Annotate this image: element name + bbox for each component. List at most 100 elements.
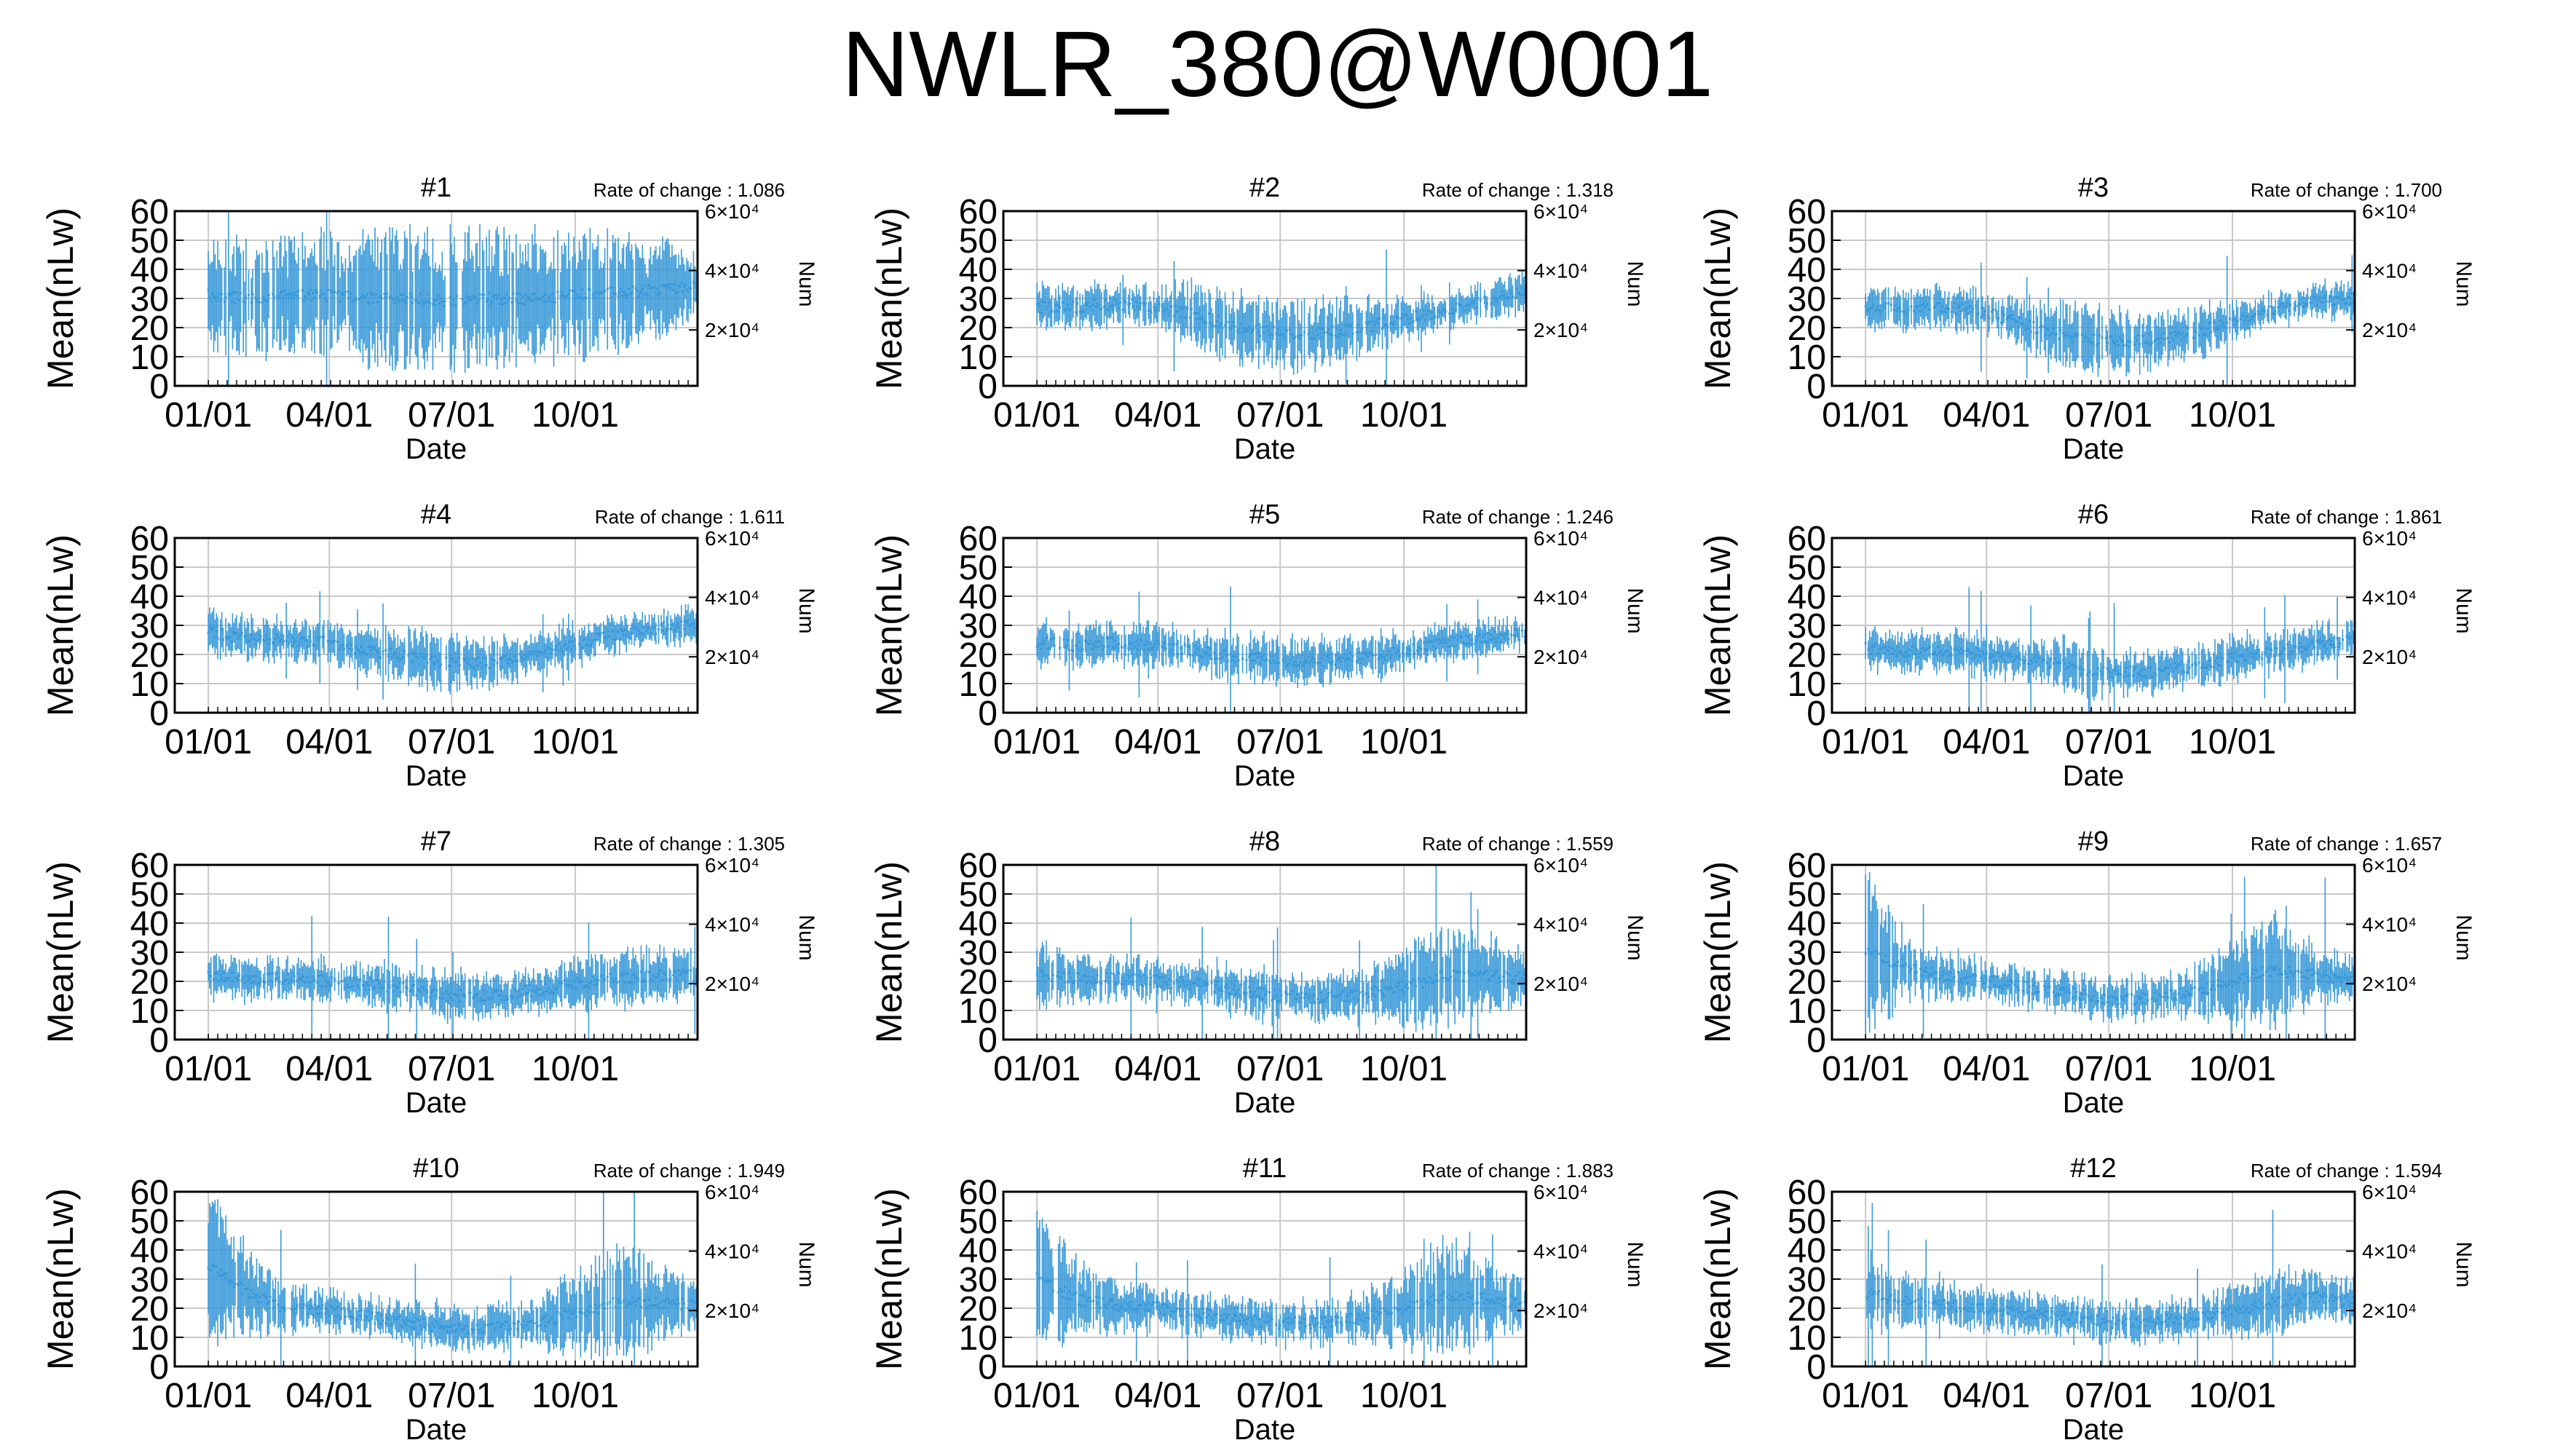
data-point	[1357, 651, 1359, 654]
data-point	[684, 619, 687, 622]
data-point	[2218, 663, 2221, 666]
data-point	[2147, 342, 2149, 345]
data-point	[1237, 659, 1240, 662]
data-point	[532, 985, 535, 988]
data-point	[2156, 337, 2159, 340]
data-point	[1330, 333, 1332, 336]
data-point	[613, 292, 616, 295]
data-point	[1154, 642, 1157, 645]
data-point	[421, 986, 424, 989]
data-point	[532, 298, 535, 301]
data-point	[497, 994, 500, 997]
data-point	[2118, 672, 2121, 675]
data-point	[1318, 326, 1321, 329]
data-point	[383, 980, 386, 983]
y-tick-label: 0	[149, 368, 169, 406]
data-point	[438, 997, 441, 1000]
data-point	[2166, 666, 2169, 669]
data-point	[304, 639, 307, 642]
data-point	[1137, 648, 1140, 651]
data-point	[636, 289, 639, 292]
data-point	[609, 636, 612, 638]
data-point	[1105, 636, 1108, 639]
data-point	[1248, 325, 1251, 328]
data-point	[564, 295, 567, 298]
data-point	[1915, 306, 1918, 309]
data-point	[1881, 646, 1884, 649]
data-point	[1320, 336, 1323, 339]
data-point	[1175, 309, 1178, 312]
data-point	[1359, 330, 1362, 333]
data-point	[323, 292, 325, 295]
data-point	[481, 666, 484, 669]
data-point	[2169, 331, 2172, 334]
data-point	[1905, 651, 1908, 654]
data-point	[356, 984, 359, 987]
data-point	[547, 986, 550, 989]
data-point	[1471, 643, 1474, 646]
data-point	[504, 654, 507, 657]
data-point	[2223, 325, 2226, 328]
data-point	[2199, 325, 2202, 328]
data-point	[491, 991, 494, 994]
data-point	[1231, 325, 1233, 328]
data-point	[2088, 341, 2090, 344]
data-point	[1417, 646, 1420, 649]
data-point	[1201, 656, 1204, 659]
data-point	[1232, 321, 1235, 324]
data-point	[2153, 340, 2156, 343]
data-point	[687, 619, 690, 622]
data-point	[1914, 652, 1916, 655]
data-point	[450, 304, 453, 306]
data-point	[1426, 309, 1429, 312]
data-point	[571, 986, 574, 989]
data-point	[1962, 309, 1965, 312]
data-point	[301, 636, 304, 639]
data-point	[1048, 646, 1051, 649]
data-point	[2336, 296, 2339, 298]
data-point	[2253, 314, 2256, 317]
data-point	[376, 978, 379, 981]
data-point	[1267, 329, 1270, 332]
data-point	[475, 992, 478, 995]
data-point	[526, 992, 529, 994]
data-point	[583, 638, 586, 641]
data-point	[413, 984, 416, 986]
data-point	[2034, 655, 2037, 658]
data-point	[332, 290, 335, 293]
data-point	[528, 984, 531, 986]
data-point	[1884, 302, 1887, 305]
data-point	[622, 633, 625, 636]
data-point	[2028, 663, 2031, 666]
data-point	[470, 665, 473, 668]
data-point	[2059, 328, 2062, 331]
data-point	[2258, 313, 2261, 316]
data-point	[363, 296, 366, 298]
data-point	[1507, 638, 1510, 641]
data-point	[536, 655, 539, 658]
data-point	[388, 648, 391, 651]
panel-title: #2	[1249, 173, 1280, 203]
data-point	[2333, 646, 2336, 649]
data-point	[1515, 288, 1518, 290]
data-point	[2256, 310, 2259, 313]
data-point	[2028, 320, 2031, 323]
data-point	[2212, 665, 2215, 668]
data-point	[1172, 314, 1175, 317]
data-point	[2021, 323, 2024, 326]
data-point	[2262, 308, 2264, 311]
data-point	[1447, 645, 1450, 648]
data-point	[561, 647, 564, 650]
data-point	[2238, 654, 2240, 657]
data-point	[626, 294, 629, 297]
data-point	[462, 304, 465, 306]
data-point	[1973, 656, 1976, 659]
data-point	[394, 984, 397, 987]
data-point	[1091, 309, 1094, 312]
data-point	[1413, 652, 1416, 654]
data-point	[1401, 652, 1404, 654]
data-point	[652, 625, 655, 628]
data-point	[550, 300, 553, 303]
data-point	[2250, 315, 2253, 318]
data-point	[2147, 666, 2149, 669]
